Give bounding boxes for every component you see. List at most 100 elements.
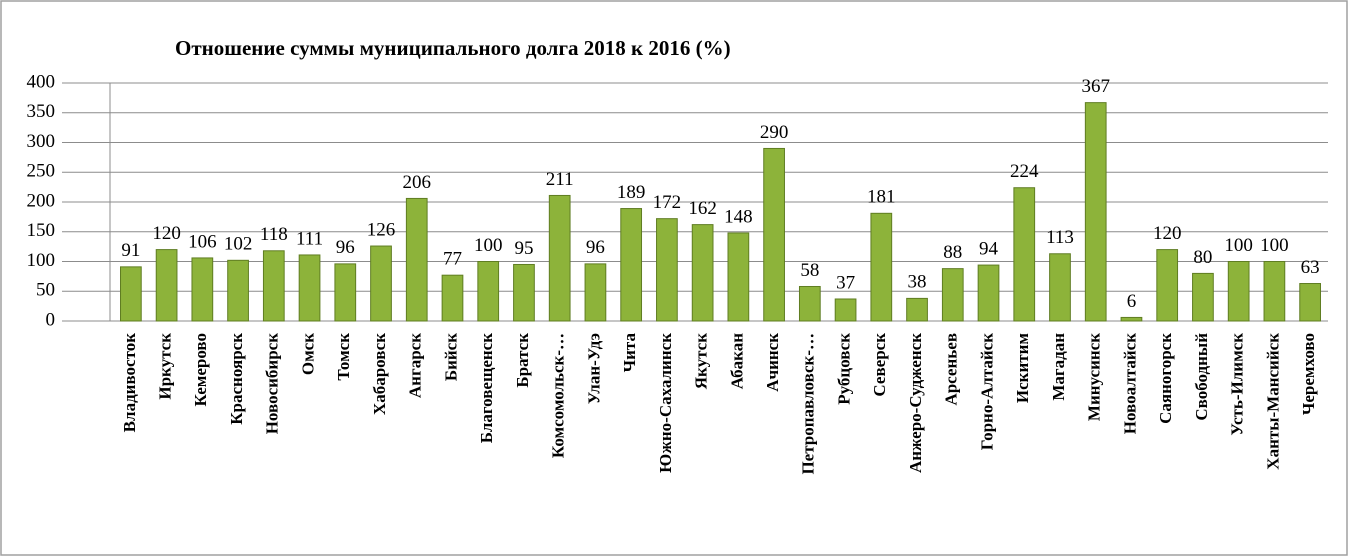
bar bbox=[691, 224, 714, 322]
y-tick-label: 350 bbox=[27, 101, 56, 122]
bar bbox=[941, 268, 964, 322]
bar bbox=[834, 298, 857, 322]
value-label: 63 bbox=[1301, 257, 1320, 278]
y-tick-label: 300 bbox=[27, 131, 56, 152]
bar bbox=[620, 208, 643, 322]
value-label: 206 bbox=[403, 172, 432, 193]
bar bbox=[1192, 272, 1214, 322]
x-tick-label: Бийск bbox=[441, 333, 460, 381]
x-tick-label: Комсомольск-… bbox=[549, 333, 568, 458]
value-label: 181 bbox=[867, 187, 896, 208]
x-tick-label: Южно-Сахалинск bbox=[656, 333, 675, 473]
bar bbox=[262, 250, 285, 322]
bar bbox=[298, 254, 321, 322]
x-tick-label: Анжеро-Судженск bbox=[906, 333, 925, 473]
x-tick-label: Усть-Илимск bbox=[1228, 333, 1247, 436]
value-label: 91 bbox=[121, 240, 140, 261]
bar bbox=[191, 257, 214, 322]
value-label: 120 bbox=[1153, 223, 1182, 244]
value-label: 102 bbox=[224, 234, 253, 255]
y-tick-label: 50 bbox=[36, 280, 55, 301]
value-label: 96 bbox=[586, 237, 605, 258]
value-label: 211 bbox=[546, 169, 574, 190]
x-tick-label: Арсеньев bbox=[942, 333, 961, 406]
bar bbox=[798, 285, 821, 322]
bar bbox=[1084, 102, 1107, 322]
value-label: 148 bbox=[724, 206, 753, 227]
x-tick-label: Черемхово bbox=[1299, 333, 1318, 415]
x-tick-label: Минусинск bbox=[1085, 333, 1104, 421]
bar bbox=[1049, 253, 1071, 322]
bar bbox=[584, 263, 607, 322]
x-tick-label: Ачинск bbox=[763, 333, 782, 392]
value-label: 96 bbox=[336, 237, 355, 258]
bar bbox=[227, 259, 249, 322]
x-tick-label: Якутск bbox=[692, 333, 711, 389]
bar bbox=[727, 232, 750, 322]
value-label: 100 bbox=[474, 235, 503, 256]
bar bbox=[977, 264, 1000, 322]
bar bbox=[120, 266, 142, 322]
value-label: 172 bbox=[653, 192, 682, 213]
x-tick-label: Свободный bbox=[1192, 333, 1211, 421]
value-label: 113 bbox=[1046, 227, 1074, 248]
value-label: 88 bbox=[943, 242, 962, 263]
x-tick-label: Чита bbox=[620, 333, 639, 373]
bar bbox=[334, 263, 357, 322]
value-label: 120 bbox=[152, 223, 181, 244]
value-label: 118 bbox=[260, 224, 288, 245]
x-tick-label: Ангарск bbox=[406, 333, 425, 398]
bar bbox=[763, 147, 785, 322]
bar bbox=[477, 261, 500, 322]
value-label: 126 bbox=[367, 219, 396, 240]
x-tick-label: Кемерово bbox=[191, 333, 210, 406]
x-tick-label: Улан-Удэ bbox=[584, 333, 603, 404]
bar bbox=[548, 194, 571, 322]
bar bbox=[1013, 187, 1036, 322]
bar bbox=[1156, 249, 1179, 322]
bar bbox=[656, 218, 678, 322]
x-tick-label: Абакан bbox=[727, 333, 746, 389]
x-tick-label: Владивосток bbox=[120, 333, 139, 433]
x-tick-label: Омск bbox=[298, 333, 317, 375]
bar bbox=[1120, 316, 1143, 322]
x-tick-label: Иркутск bbox=[156, 333, 175, 400]
y-tick-label: 0 bbox=[46, 309, 56, 330]
bar bbox=[906, 297, 928, 322]
bar bbox=[405, 197, 428, 322]
value-label: 37 bbox=[836, 272, 855, 293]
value-label: 106 bbox=[188, 231, 217, 252]
value-label: 367 bbox=[1081, 76, 1110, 97]
x-tick-label: Северск bbox=[870, 333, 889, 397]
y-tick-label: 100 bbox=[27, 250, 56, 271]
bar bbox=[441, 274, 464, 322]
x-tick-label: Красноярск bbox=[227, 333, 246, 425]
bar bbox=[1227, 261, 1250, 322]
y-tick-label: 250 bbox=[27, 161, 56, 182]
x-tick-label: Горно-Алтайск bbox=[977, 333, 996, 450]
value-label: 189 bbox=[617, 182, 646, 203]
x-tick-label: Искитим bbox=[1013, 333, 1032, 404]
x-tick-label: Ханты-Мансийск bbox=[1263, 333, 1282, 470]
bar bbox=[513, 263, 535, 322]
value-label: 77 bbox=[443, 249, 462, 270]
y-tick-label: 400 bbox=[27, 71, 56, 92]
x-tick-label: Новоалтайск bbox=[1120, 333, 1139, 434]
y-tick-label: 200 bbox=[27, 190, 56, 211]
value-label: 80 bbox=[1193, 247, 1212, 268]
x-tick-label: Братск bbox=[513, 333, 532, 388]
bar bbox=[1263, 261, 1286, 322]
x-tick-label: Петропавловск-… bbox=[799, 333, 818, 475]
bar bbox=[155, 249, 178, 322]
value-label: 111 bbox=[296, 228, 323, 249]
value-label: 100 bbox=[1224, 235, 1253, 256]
x-tick-label: Томск bbox=[334, 333, 353, 381]
y-tick-label: 150 bbox=[27, 220, 56, 241]
value-label: 58 bbox=[800, 260, 819, 281]
value-label: 38 bbox=[908, 272, 927, 293]
x-tick-label: Новосибирск bbox=[263, 333, 282, 434]
x-tick-label: Благовещенск bbox=[477, 333, 496, 443]
bar bbox=[870, 212, 893, 322]
bar bbox=[370, 245, 392, 322]
